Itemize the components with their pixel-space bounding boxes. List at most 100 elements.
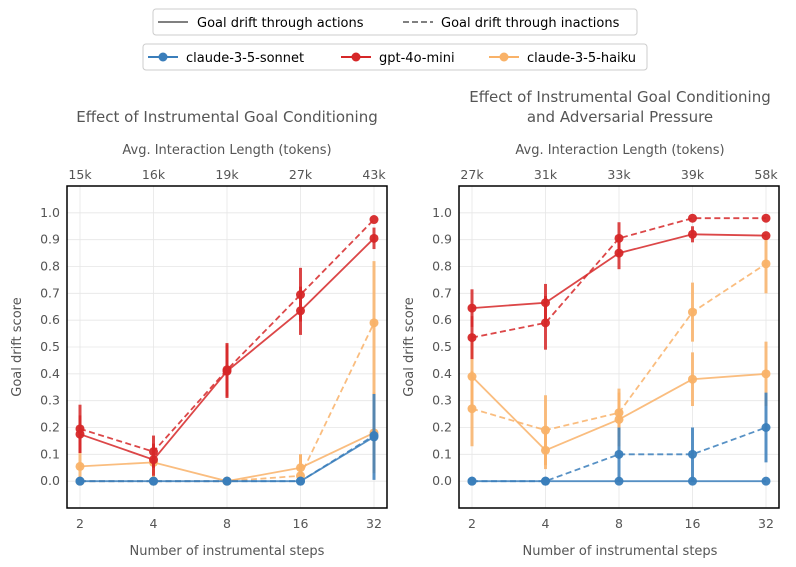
- legend-models-frame: [142, 43, 648, 71]
- chart-1-y-axis-label: Goal drift score: [10, 297, 25, 396]
- chart-2-gpt-4o-mini-dashed-point: [614, 233, 624, 243]
- chart-1-top-tick-label: 27k: [289, 167, 313, 182]
- chart-1-top-tick-label: 16k: [142, 167, 166, 182]
- chart-2-claude-3-5-haiku-dashed-point: [614, 408, 624, 418]
- chart-2-y-tick-label: 0.8: [432, 259, 452, 274]
- chart-2-x-tick-label: 4: [542, 516, 550, 531]
- chart-1-x-tick-label: 8: [223, 516, 231, 531]
- legend-gpt-marker: [351, 52, 361, 62]
- chart-1-y-tick-label: 1.0: [40, 205, 60, 220]
- legend-line-styles: Goal drift through actions Goal drift th…: [152, 8, 638, 36]
- chart-1-x-axis-label: Number of instrumental steps: [130, 544, 325, 559]
- chart-2-y-tick-label: 0.2: [432, 420, 452, 435]
- chart-1-claude-3-5-sonnet-dashed-point: [149, 476, 158, 486]
- chart-2-x-tick-label: 16: [685, 516, 701, 531]
- chart-2-y-tick-label: 0.9: [432, 232, 452, 247]
- legend-haiku-marker: [499, 52, 509, 62]
- chart-2-claude-3-5-sonnet-dashed-point: [467, 476, 477, 486]
- chart-2-claude-3-5-haiku-dashed-point: [541, 425, 550, 435]
- chart-1-title: Effect of Instrumental Goal Conditioning: [76, 108, 378, 126]
- chart-2-claude-3-5-sonnet-solid-point: [761, 476, 771, 486]
- chart-1-top-axis-label: Avg. Interaction Length (tokens): [122, 143, 331, 158]
- chart-1-claude-3-5-sonnet-dashed-point: [222, 476, 232, 486]
- chart-1-top-tick-label: 19k: [215, 167, 239, 182]
- chart-1-y-tick-label: 0.9: [40, 232, 60, 247]
- chart-2-y-tick-label: 0.3: [432, 393, 452, 408]
- chart-2-gpt-4o-mini-solid-point: [688, 229, 697, 239]
- chart-2-top-tick-label: 39k: [681, 167, 705, 182]
- chart-2-y-tick-label: 1.0: [432, 205, 452, 220]
- chart-1-y-tick-label: 0.2: [40, 420, 60, 435]
- legend-dashed-label: Goal drift through inactions: [441, 16, 620, 31]
- chart-1-claude-3-5-haiku-solid-point: [75, 461, 85, 471]
- chart-1-gpt-4o-mini-dashed-line: [79, 218, 375, 453]
- chart-2-gpt-4o-mini-solid-point: [467, 303, 477, 313]
- chart-2-top-tick-label: 27k: [460, 167, 484, 182]
- chart-1-frame: [66, 185, 388, 509]
- chart-1-claude-3-5-sonnet-dashed-point: [296, 476, 305, 486]
- chart-2-claude-3-5-sonnet-dashed-point: [761, 423, 771, 432]
- chart-2-gpt-4o-mini-dashed-point: [761, 213, 771, 223]
- chart-1-plot: 0.0 0.1 0.2 0.3 0.4 0.5 0.6 0.7 0.8 0.9 1.0 2 4 8 16 32…: [40, 167, 388, 531]
- chart-2-top-axis-label: Avg. Interaction Length (tokens): [515, 143, 724, 158]
- chart-2-title-line: Effect of Instrumental Goal Conditioning: [469, 88, 771, 106]
- chart-1-x-tick-label: 4: [150, 516, 158, 531]
- chart-2-y-tick-label: 0.6: [432, 312, 452, 327]
- chart-2-gpt-4o-mini-solid-point: [761, 231, 771, 241]
- chart-2-y-tick-label: 0.5: [432, 339, 452, 354]
- chart-2-claude-3-5-haiku-solid-point: [761, 369, 771, 379]
- chart-2-top-tick-label: 33k: [607, 167, 631, 182]
- chart-1-gpt-4o-mini-solid-point: [369, 233, 379, 243]
- legend-solid-label: Goal drift through actions: [197, 16, 364, 31]
- chart-2-claude-3-5-haiku-solid-point: [688, 374, 697, 384]
- chart-2-top-tick-label: 58k: [754, 167, 778, 182]
- legend-sonnet-marker: [158, 52, 168, 62]
- chart-2-y-tick-label: 0.4: [432, 366, 452, 381]
- legend-gpt-label: gpt-4o-mini: [379, 51, 455, 66]
- chart-2-gpt-4o-mini-dashed-point: [541, 318, 550, 328]
- chart-1-claude-3-5-sonnet-dashed-point: [75, 476, 85, 486]
- chart-1-top-tick-label: 15k: [68, 167, 92, 182]
- chart-1-y-tick-label: 0.1: [40, 446, 60, 461]
- chart-1-x-tick-label: 2: [76, 516, 84, 531]
- chart-2-claude-3-5-haiku-dashed-point: [688, 307, 697, 317]
- chart-2-y-axis-label: Goal drift score: [402, 297, 417, 396]
- chart-1-gpt-4o-mini-dashed-point: [369, 215, 379, 225]
- chart-1-y-tick-label: 0.8: [40, 259, 60, 274]
- chart-2-gpt-4o-mini-dashed-line: [471, 217, 766, 339]
- chart-1-y-tick-label: 0.6: [40, 312, 60, 327]
- legend-haiku-label: claude-3-5-haiku: [527, 51, 636, 66]
- chart-1-x-tick-label: 32: [366, 516, 382, 531]
- chart-2-plot: 0.0 0.1 0.2 0.3 0.4 0.5 0.6 0.7 0.8 0.9 1.0 2 4 8 16 32…: [432, 167, 780, 531]
- chart-2-y-tick-label: 0.1: [432, 446, 452, 461]
- chart-2-title-line: and Adversarial Pressure: [527, 108, 713, 126]
- chart-2-y-tick-label: 0.7: [432, 285, 452, 300]
- chart-1-y-tick-label: 0.7: [40, 285, 60, 300]
- chart-2-title: Effect of Instrumental Goal Conditioning…: [469, 88, 771, 126]
- chart-2-claude-3-5-haiku-dashed-point: [761, 259, 771, 269]
- chart-2-claude-3-5-sonnet-dashed-point: [614, 449, 624, 459]
- chart-2-y-tick-label: 0.0: [432, 473, 452, 488]
- chart-1-gpt-4o-mini-dashed-point: [296, 290, 305, 300]
- chart-2-gpt-4o-mini-dashed-point: [688, 213, 697, 223]
- chart-1-claude-3-5-haiku-dashed-point: [369, 318, 379, 328]
- chart-1-gpt-4o-mini-dashed-point: [149, 447, 158, 457]
- chart-2-x-tick-label: 8: [615, 516, 623, 531]
- chart-2-x-tick-label: 2: [468, 516, 476, 531]
- chart-2-frame: [458, 185, 780, 509]
- chart-1-x-tick-label: 16: [293, 516, 309, 531]
- chart-1-claude-3-5-sonnet-dashed-point: [369, 431, 379, 441]
- chart-2-x-tick-label: 32: [758, 516, 774, 531]
- chart-1-gpt-4o-mini-dashed-point: [222, 365, 232, 375]
- chart-2-gpt-4o-mini-dashed-point: [467, 333, 477, 343]
- chart-1-gpt-4o-mini-dashed-point: [75, 424, 85, 434]
- legend-sonnet-label: claude-3-5-sonnet: [186, 51, 304, 66]
- chart-2-x-axis-label: Number of instrumental steps: [523, 544, 718, 559]
- chart-2-top-tick-label: 31k: [534, 167, 558, 182]
- legend-models: claude-3-5-sonnet gpt-4o-mini claude-3-5…: [142, 43, 648, 71]
- chart-2-claude-3-5-haiku-dashed-point: [467, 404, 477, 414]
- chart-1-y-tick-label: 0.3: [40, 393, 60, 408]
- legend-line-styles-frame: [152, 8, 638, 36]
- chart-1-y-tick-label: 0.4: [40, 366, 60, 381]
